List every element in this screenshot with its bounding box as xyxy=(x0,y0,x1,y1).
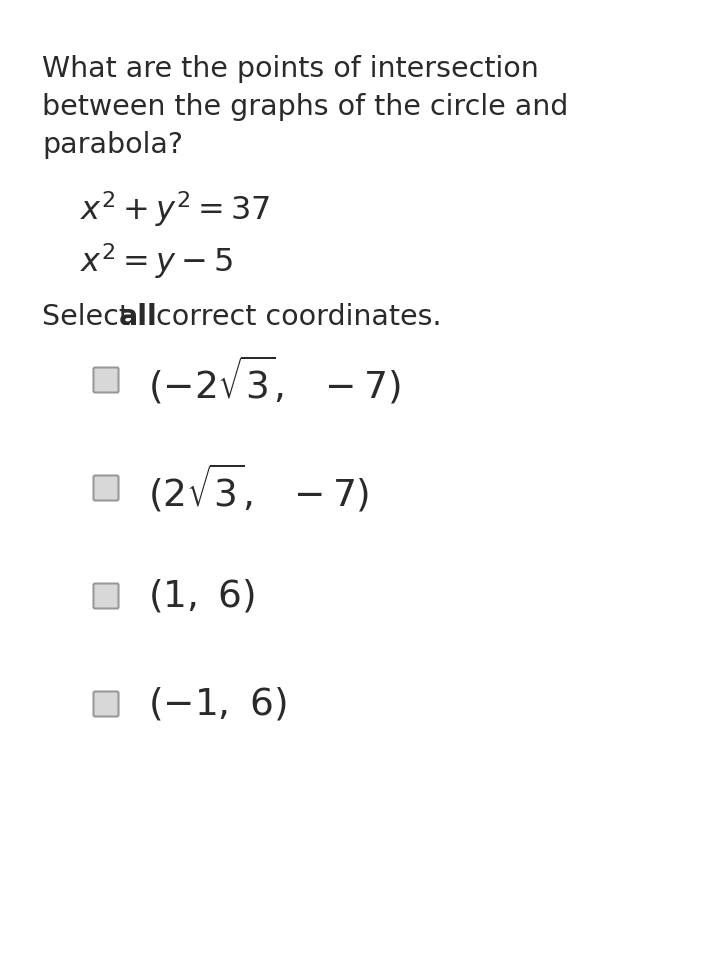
FancyBboxPatch shape xyxy=(94,583,118,609)
Text: What are the points of intersection: What are the points of intersection xyxy=(42,55,539,83)
FancyBboxPatch shape xyxy=(94,692,118,716)
Text: $x^2 = y - 5$: $x^2 = y - 5$ xyxy=(80,241,233,281)
FancyBboxPatch shape xyxy=(94,367,118,392)
Text: $(-1,\ 6)$: $(-1,\ 6)$ xyxy=(148,685,287,723)
Text: correct coordinates.: correct coordinates. xyxy=(147,303,441,331)
Text: Select: Select xyxy=(42,303,139,331)
Text: between the graphs of the circle and: between the graphs of the circle and xyxy=(42,93,568,121)
Text: $(1,\ 6)$: $(1,\ 6)$ xyxy=(148,578,255,614)
Text: parabola?: parabola? xyxy=(42,131,183,159)
Text: $x^2 + y^2 = 37$: $x^2 + y^2 = 37$ xyxy=(80,189,271,229)
FancyBboxPatch shape xyxy=(94,476,118,501)
Text: all: all xyxy=(119,303,158,331)
Text: $(2\sqrt{3},\ \ -7)$: $(2\sqrt{3},\ \ -7)$ xyxy=(148,462,369,515)
Text: $(-2\sqrt{3},\ \ -7)$: $(-2\sqrt{3},\ \ -7)$ xyxy=(148,354,400,406)
